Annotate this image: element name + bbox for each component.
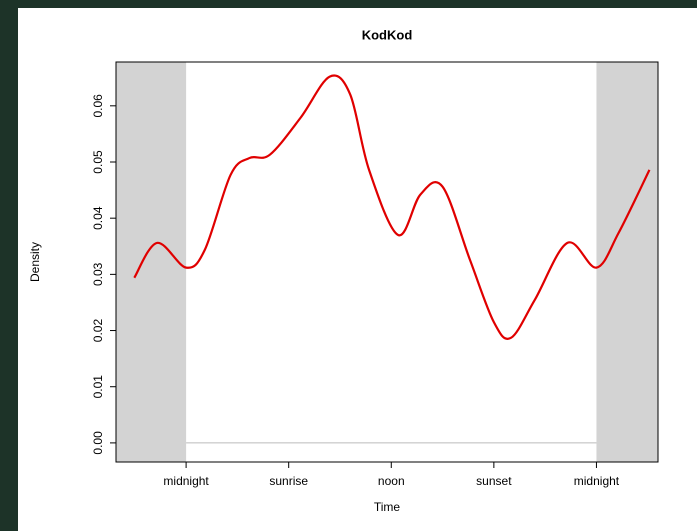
x-tick-label: sunset <box>476 474 512 488</box>
x-tick-label: midnight <box>574 474 620 488</box>
y-tick-label: 0.01 <box>91 375 105 399</box>
x-tick-label: midnight <box>163 474 209 488</box>
night-shade <box>596 62 658 462</box>
y-tick-label: 0.06 <box>91 94 105 118</box>
density-curve <box>133 74 651 340</box>
y-tick-label: 0.05 <box>91 150 105 174</box>
chart-title: KodKod <box>362 27 413 42</box>
night-shade <box>116 62 187 462</box>
y-axis-label: Density <box>28 242 42 282</box>
y-tick-label: 0.03 <box>91 262 105 286</box>
y-tick-label: 0.00 <box>91 431 105 455</box>
y-tick-label: 0.02 <box>91 319 105 343</box>
plot-frame <box>115 61 659 463</box>
y-tick-label: 0.04 <box>91 206 105 230</box>
x-tick-label: noon <box>378 474 405 488</box>
x-tick-label: sunrise <box>269 474 308 488</box>
x-axis-label: Time <box>374 500 401 514</box>
